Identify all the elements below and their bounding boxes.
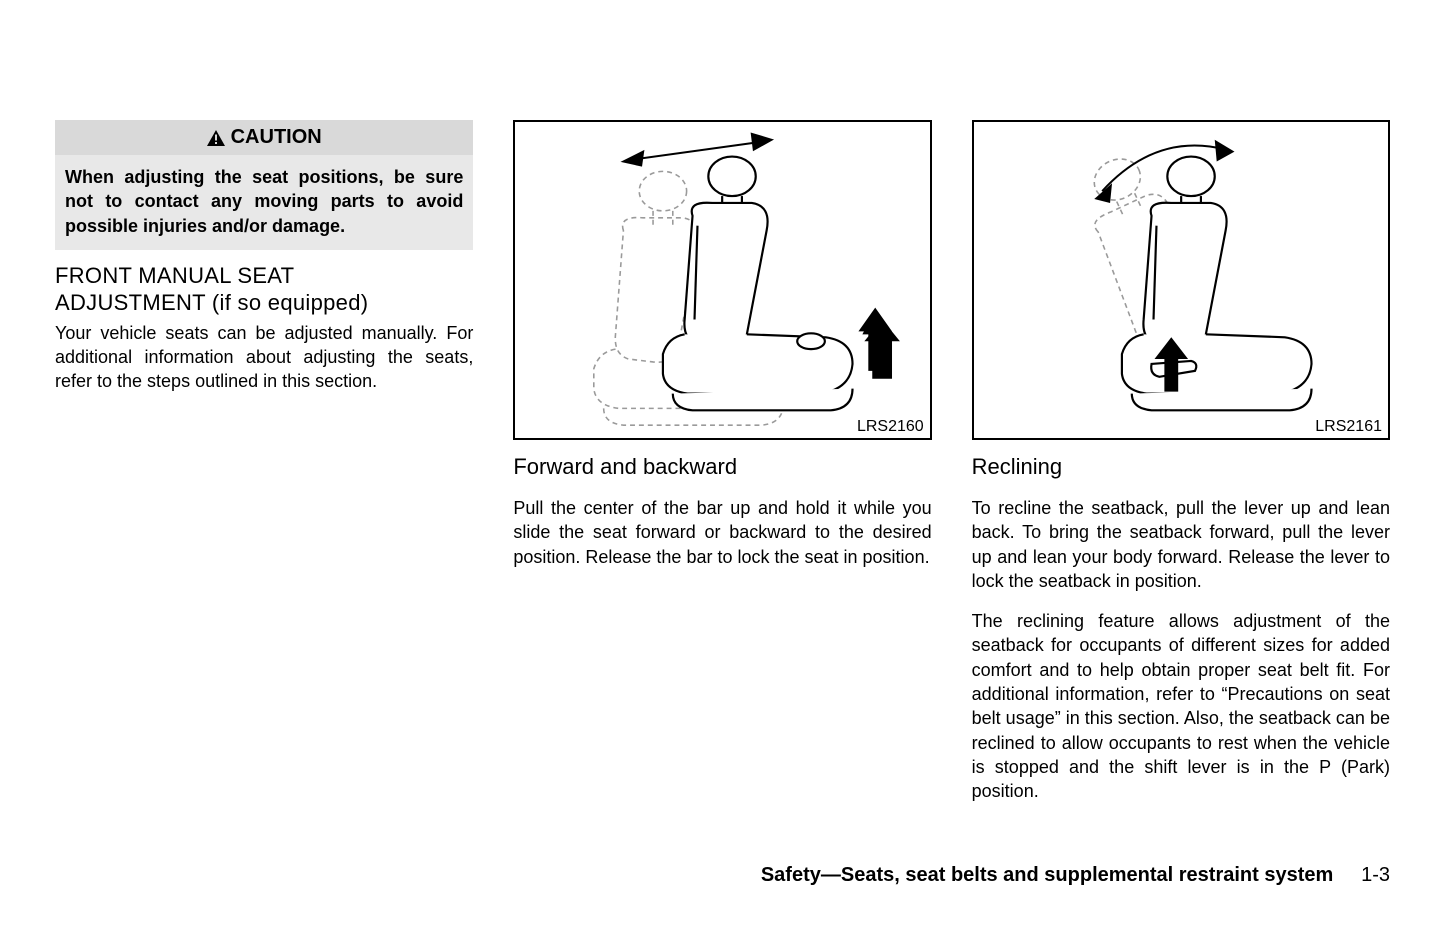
subtitle-forward-backward: Forward and backward [513,454,931,480]
figure-label-2: LRS2161 [1315,418,1382,436]
footer-page-number: 1-3 [1361,864,1390,886]
figure-label-1: LRS2160 [857,418,924,436]
footer-chapter: Safety—Seats, seat belts and supplementa… [761,864,1333,886]
section-title: FRONT MANUAL SEAT ADJUSTMENT (if so equi… [55,262,473,317]
section-title-line2: ADJUSTMENT (if so equipped) [55,290,368,315]
col1-body: Your vehicle seats can be adjusted manua… [55,321,473,394]
para-reclining-1: To recline the seatback, pull the lever … [972,496,1390,593]
seat-slide-illustration [515,122,929,438]
section-title-line1: FRONT MANUAL SEAT [55,263,294,288]
subtitle-reclining: Reclining [972,454,1390,480]
column-left: CAUTION When adjusting the seat position… [55,120,473,820]
caution-label: CAUTION [231,126,322,149]
page-footer: Safety—Seats, seat belts and supplementa… [761,864,1390,887]
figure-reclining: LRS2161 [972,120,1390,440]
page-columns: CAUTION When adjusting the seat position… [55,120,1390,820]
para-reclining-2: The reclining feature allows adjustment … [972,609,1390,803]
warning-icon [207,130,225,146]
seat-recline-illustration [974,122,1388,438]
figure-forward-backward: LRS2160 [513,120,931,440]
caution-body: When adjusting the seat positions, be su… [55,155,473,250]
para-forward-backward: Pull the center of the bar up and hold i… [513,496,931,569]
column-middle: LRS2160 Forward and backward Pull the ce… [513,120,931,820]
column-right: LRS2161 Reclining To recline the seatbac… [972,120,1390,820]
caution-header: CAUTION [55,120,473,155]
